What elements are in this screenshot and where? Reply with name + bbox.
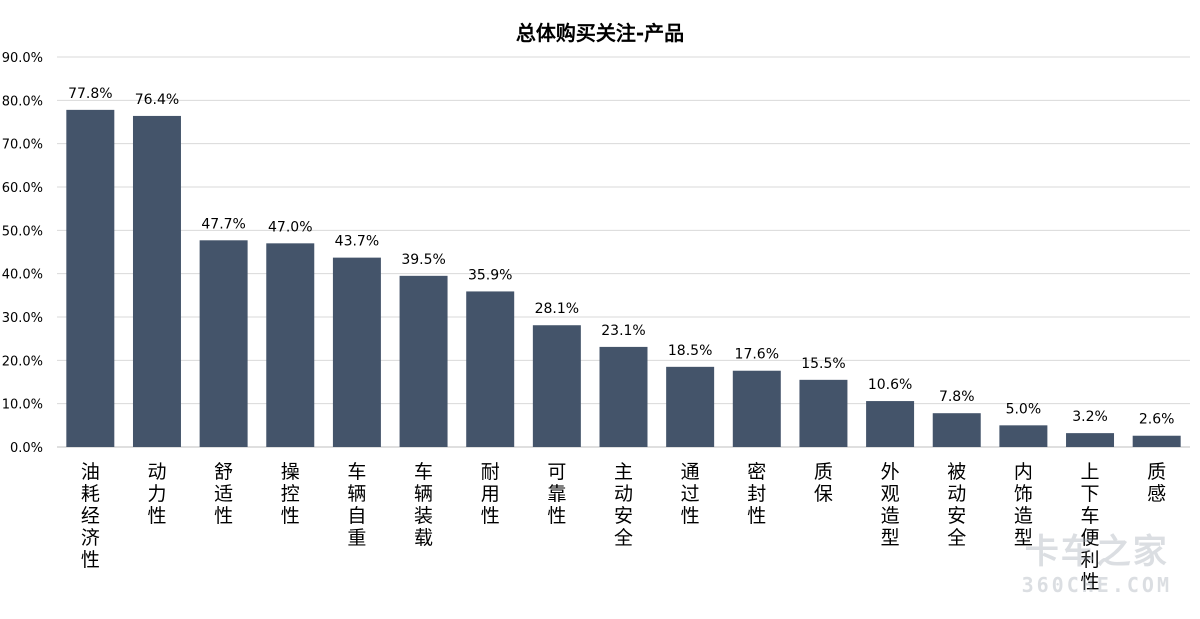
y-axis-ticks: 0.0% 10.0% 20.0% 30.0% 40.0% 50.0% 60.0% 70.0% 8… bbox=[2, 51, 43, 456]
x-category-label: 上下车便利性 bbox=[1081, 461, 1100, 593]
x-category-label: 可靠性 bbox=[547, 461, 566, 527]
data-label: 35.9% bbox=[468, 267, 512, 283]
x-category-label: 主动安全 bbox=[614, 461, 633, 549]
data-label: 2.6% bbox=[1139, 412, 1175, 428]
data-label: 10.6% bbox=[868, 377, 912, 393]
x-category-label: 舒适性 bbox=[214, 461, 233, 527]
bar bbox=[466, 291, 515, 447]
x-axis-categories: 油耗经济性 动力性 舒适性 操控性 车辆自重 车辆装载 耐用性 可靠性 主动安全 通过性 密封性 质保… bbox=[81, 461, 1166, 593]
data-label: 17.6% bbox=[735, 347, 779, 363]
data-label: 18.5% bbox=[668, 343, 712, 359]
bar bbox=[332, 257, 381, 447]
data-label: 7.8% bbox=[939, 389, 975, 405]
bar bbox=[666, 366, 715, 447]
x-category-label: 耐用性 bbox=[481, 461, 500, 527]
y-tick-label: 80.0% bbox=[2, 94, 43, 109]
bar bbox=[199, 240, 248, 447]
bar bbox=[799, 379, 848, 447]
bar bbox=[399, 275, 448, 447]
y-tick-label: 20.0% bbox=[2, 354, 43, 369]
x-category-label: 车辆自重 bbox=[347, 461, 366, 549]
data-label: 23.1% bbox=[601, 323, 645, 339]
x-category-label: 质感 bbox=[1147, 461, 1166, 505]
bars bbox=[66, 109, 1181, 447]
bar bbox=[266, 243, 315, 447]
x-category-label: 质保 bbox=[814, 461, 833, 505]
x-category-label: 密封性 bbox=[747, 461, 766, 527]
x-category-label: 外观造型 bbox=[881, 461, 900, 549]
bar bbox=[999, 425, 1048, 447]
data-label: 5.0% bbox=[1006, 401, 1042, 417]
y-tick-label: 10.0% bbox=[2, 398, 43, 413]
bar bbox=[932, 413, 981, 447]
bar bbox=[1132, 435, 1181, 447]
bar bbox=[599, 346, 648, 447]
bar bbox=[866, 401, 915, 447]
y-tick-label: 30.0% bbox=[2, 311, 43, 326]
data-label: 15.5% bbox=[801, 356, 845, 372]
bar bbox=[1066, 433, 1115, 447]
y-tick-label: 0.0% bbox=[10, 441, 43, 456]
data-labels: 77.8% 76.4% 47.7% 47.0% 43.7% 39.5% 35.9% 28.1%… bbox=[68, 86, 1174, 428]
x-category-label: 通过性 bbox=[681, 461, 700, 527]
y-tick-label: 40.0% bbox=[2, 268, 43, 283]
y-tick-label: 60.0% bbox=[2, 181, 43, 196]
y-tick-label: 90.0% bbox=[2, 51, 43, 66]
x-category-label: 内饰造型 bbox=[1014, 461, 1033, 549]
data-label: 3.2% bbox=[1072, 409, 1108, 425]
y-tick-label: 70.0% bbox=[2, 138, 43, 153]
y-tick-label: 50.0% bbox=[2, 224, 43, 239]
x-category-label: 动力性 bbox=[147, 461, 166, 527]
bar bbox=[732, 370, 781, 447]
bar bbox=[532, 325, 581, 447]
data-label: 77.8% bbox=[68, 86, 112, 102]
data-label: 43.7% bbox=[335, 234, 379, 250]
x-category-label: 车辆装载 bbox=[414, 461, 433, 549]
x-category-label: 操控性 bbox=[281, 461, 300, 527]
data-label: 28.1% bbox=[535, 301, 579, 317]
bar bbox=[132, 115, 181, 447]
data-label: 47.0% bbox=[268, 219, 312, 235]
x-category-label: 被动安全 bbox=[947, 461, 966, 549]
data-label: 76.4% bbox=[135, 92, 179, 108]
x-category-label: 油耗经济性 bbox=[81, 461, 100, 571]
data-label: 39.5% bbox=[401, 252, 445, 268]
bar bbox=[66, 109, 115, 447]
data-label: 47.7% bbox=[201, 216, 245, 232]
chart-title: 总体购买关注-产品 bbox=[516, 21, 684, 45]
